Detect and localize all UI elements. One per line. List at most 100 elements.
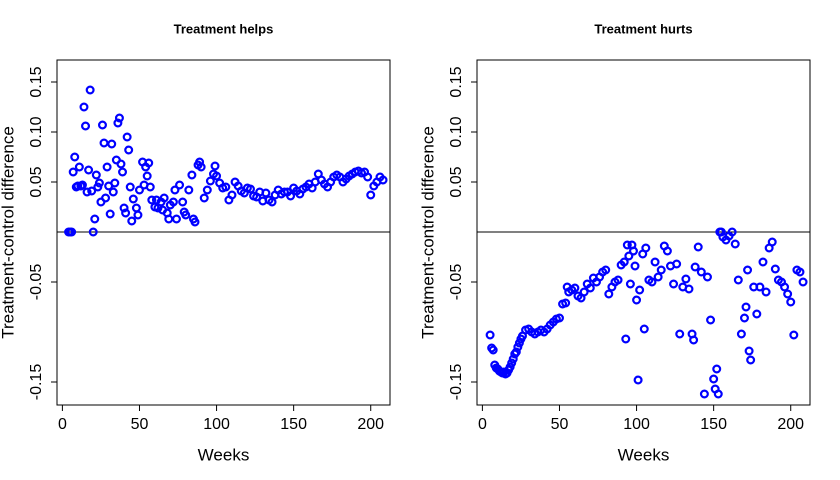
point bbox=[699, 389, 709, 399]
point bbox=[632, 295, 642, 305]
point bbox=[212, 171, 222, 181]
point bbox=[90, 214, 100, 224]
point bbox=[134, 185, 144, 195]
chart-title: Treatment helps bbox=[174, 21, 274, 36]
point bbox=[622, 240, 632, 250]
y-tick-label: 0.05 bbox=[448, 166, 465, 197]
point bbox=[585, 283, 595, 293]
point bbox=[653, 272, 663, 282]
x-tick-label: 100 bbox=[203, 416, 230, 433]
point bbox=[144, 158, 154, 168]
y-axis-title: Treatment-control difference bbox=[0, 126, 17, 339]
point bbox=[79, 102, 89, 112]
point bbox=[164, 214, 174, 224]
point bbox=[187, 170, 197, 180]
point bbox=[625, 279, 635, 289]
point bbox=[485, 330, 495, 340]
point bbox=[554, 313, 564, 323]
point bbox=[119, 203, 129, 213]
x-tick-label: 200 bbox=[357, 416, 384, 433]
point bbox=[116, 159, 126, 169]
point bbox=[613, 275, 623, 285]
x-tick-label: 200 bbox=[777, 416, 804, 433]
point bbox=[122, 132, 132, 142]
point bbox=[202, 185, 212, 195]
point bbox=[101, 193, 111, 203]
point bbox=[641, 243, 651, 253]
point bbox=[684, 284, 694, 294]
point bbox=[755, 282, 765, 292]
point bbox=[88, 227, 98, 237]
point bbox=[579, 287, 589, 297]
point bbox=[639, 324, 649, 334]
point bbox=[178, 197, 188, 207]
point bbox=[210, 161, 220, 171]
point bbox=[159, 193, 169, 203]
x-tick-label: 150 bbox=[700, 416, 727, 433]
point bbox=[105, 209, 115, 219]
point bbox=[621, 334, 631, 344]
point bbox=[635, 285, 645, 295]
point bbox=[82, 187, 92, 197]
point bbox=[145, 182, 155, 192]
point bbox=[675, 329, 685, 339]
point bbox=[261, 188, 271, 198]
x-tick-label: 0 bbox=[478, 416, 487, 433]
point bbox=[770, 264, 780, 274]
point bbox=[716, 227, 726, 237]
point bbox=[91, 170, 101, 180]
point bbox=[199, 193, 209, 203]
point bbox=[107, 139, 117, 149]
y-tick-label: -0.15 bbox=[28, 364, 45, 401]
point bbox=[227, 190, 237, 200]
point bbox=[798, 277, 808, 287]
point bbox=[102, 162, 112, 172]
point bbox=[656, 265, 666, 275]
point bbox=[97, 120, 107, 130]
point bbox=[245, 184, 255, 194]
point bbox=[118, 167, 128, 177]
point bbox=[168, 197, 178, 207]
x-tick-label: 50 bbox=[551, 416, 569, 433]
y-tick-label: 0.10 bbox=[448, 116, 465, 147]
point bbox=[279, 187, 289, 197]
point bbox=[171, 214, 181, 224]
point bbox=[662, 246, 672, 256]
point bbox=[633, 375, 643, 385]
y-axis-title: Treatment-control difference bbox=[418, 126, 437, 339]
point bbox=[74, 162, 84, 172]
point bbox=[147, 195, 157, 205]
point bbox=[508, 354, 518, 364]
y-tick-label: 0.10 bbox=[28, 116, 45, 147]
point bbox=[736, 329, 746, 339]
point bbox=[730, 239, 740, 249]
point bbox=[570, 283, 580, 293]
point bbox=[795, 267, 805, 277]
point bbox=[672, 259, 682, 269]
chart-title: Treatment hurts bbox=[594, 21, 692, 36]
point bbox=[67, 227, 77, 237]
point bbox=[739, 313, 749, 323]
point bbox=[706, 315, 716, 325]
point bbox=[780, 282, 790, 292]
point bbox=[133, 210, 143, 220]
point bbox=[561, 298, 571, 308]
point bbox=[752, 309, 762, 319]
point bbox=[712, 364, 722, 374]
point bbox=[488, 345, 498, 355]
y-tick-label: 0.15 bbox=[28, 66, 45, 97]
point bbox=[690, 262, 700, 272]
point bbox=[744, 346, 754, 356]
point bbox=[127, 216, 137, 226]
point bbox=[789, 330, 799, 340]
y-tick-label: 0.15 bbox=[448, 66, 465, 97]
point bbox=[114, 113, 124, 123]
point bbox=[783, 289, 793, 299]
point bbox=[70, 152, 80, 162]
y-tick-label: -0.05 bbox=[28, 264, 45, 301]
point bbox=[696, 267, 706, 277]
point bbox=[110, 178, 120, 188]
x-axis-title: Weeks bbox=[618, 445, 670, 464]
point bbox=[786, 297, 796, 307]
point bbox=[619, 257, 629, 267]
